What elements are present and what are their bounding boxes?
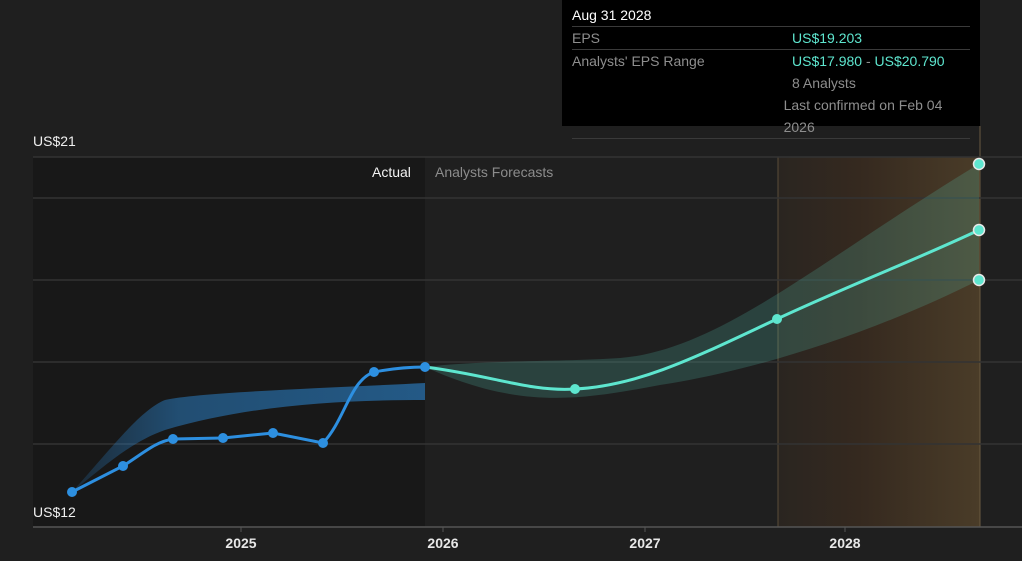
gridlines	[33, 156, 1022, 445]
tooltip-eps-label: EPS	[572, 30, 601, 46]
tooltip-analysts-row: 8 Analysts	[572, 72, 970, 94]
hover-points[interactable]	[972, 157, 986, 287]
x-tick-2025: 2025	[225, 535, 257, 551]
tooltip-range-high: US$20.790	[874, 53, 945, 69]
tooltip-eps-value: US$19.203	[792, 30, 863, 46]
tooltip-range-value: US$17.980 - US$20.790	[792, 50, 945, 72]
forecast-eps-points[interactable]	[570, 314, 782, 394]
x-tick-2028: 2028	[829, 535, 861, 551]
forecast-eps-line	[424, 228, 980, 391]
y-axis-max-label: US$21	[33, 133, 76, 149]
highlight-band	[778, 157, 980, 527]
x-tick-2027: 2027	[629, 535, 661, 551]
tooltip-range-label: Analysts' EPS Range	[572, 53, 705, 69]
hover-tooltip: Aug 31 2028 EPS US$19.203 Analysts' EPS …	[562, 0, 980, 139]
x-tick-2026: 2026	[427, 535, 459, 551]
actual-estimate-band	[72, 383, 425, 492]
forecast-range-band	[425, 164, 979, 398]
tooltip-range-row: Analysts' EPS Range US$17.980 - US$20.79…	[572, 50, 970, 72]
transition-point[interactable]	[420, 362, 430, 372]
tooltip-range-low: US$17.980	[792, 53, 863, 69]
tooltip-eps-row: EPS US$19.203	[572, 27, 970, 50]
y-axis-min-label: US$12	[33, 504, 76, 520]
x-ticks	[240, 527, 846, 532]
forecast-region-label: Analysts Forecasts	[435, 164, 554, 180]
tooltip-last-confirmed: Last confirmed on Feb 04 2026	[783, 97, 943, 135]
tooltip-date: Aug 31 2028	[572, 6, 970, 27]
tooltip-range-sep: -	[862, 53, 875, 69]
tooltip-confirmed-row: Last confirmed on Feb 04 2026	[572, 94, 970, 139]
actual-eps-points[interactable]	[67, 367, 379, 497]
tooltip-analysts-count: 8 Analysts	[792, 75, 856, 91]
actual-eps-line	[71, 365, 426, 494]
actual-region-label: Actual	[372, 164, 411, 180]
